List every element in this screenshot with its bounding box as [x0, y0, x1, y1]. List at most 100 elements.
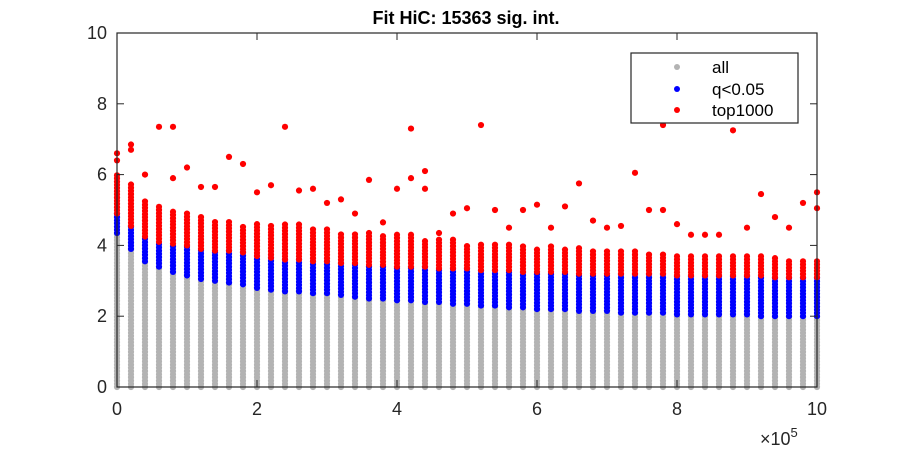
series-sig-stripe — [771, 274, 779, 320]
series-sig-stripe — [407, 265, 415, 304]
series-top-stripe — [211, 218, 219, 254]
data-point-outlier — [547, 224, 555, 231]
series-top-stripe — [239, 223, 247, 256]
series-all-stripe — [141, 259, 149, 391]
data-point-outlier — [771, 213, 779, 221]
data-point-outlier — [575, 180, 583, 187]
series-top-stripe — [197, 213, 205, 253]
data-point-outlier — [421, 185, 429, 192]
data-point-outlier — [715, 231, 723, 238]
series-sig-stripe — [659, 271, 667, 316]
series-all-stripe — [799, 313, 807, 391]
series-top-stripe — [645, 251, 653, 277]
series-sig-stripe — [169, 243, 177, 276]
x-tick-label: 4 — [392, 399, 402, 419]
series-top-stripe — [561, 246, 569, 276]
series-top — [113, 121, 821, 281]
data-point — [267, 222, 275, 230]
data-point-outlier — [519, 206, 527, 214]
data-point — [211, 218, 219, 226]
series-top-stripe — [225, 218, 233, 254]
legend-label-top: top1000 — [712, 101, 773, 120]
data-point — [701, 253, 709, 260]
data-point — [351, 231, 359, 238]
series-sig-stripe — [519, 269, 527, 311]
series-all-stripe — [183, 272, 191, 391]
data-point — [533, 246, 541, 253]
data-point — [673, 253, 681, 260]
series-sig-stripe — [141, 235, 149, 265]
data-point-outlier — [211, 183, 219, 191]
series-all-stripe — [575, 310, 583, 391]
series-top-stripe — [281, 221, 289, 263]
y-tick-label: 8 — [97, 94, 107, 114]
x-axis: 0 2 4 6 8 10 — [112, 33, 827, 419]
data-point-outlier — [295, 187, 303, 194]
series-all-stripe — [435, 301, 443, 391]
series-top-stripe — [351, 231, 359, 267]
data-point — [197, 213, 205, 221]
series-top-stripe — [687, 253, 695, 279]
x-tick-label: 0 — [112, 399, 122, 419]
series-all-stripe — [239, 281, 247, 391]
series-top-stripe — [799, 258, 807, 281]
series-sig-stripe — [631, 271, 639, 316]
series-top-stripe — [785, 258, 793, 281]
data-point-outlier — [169, 175, 177, 182]
series-all-stripe — [253, 285, 261, 391]
series-all-stripe — [365, 297, 373, 391]
data-point — [743, 253, 751, 260]
series-all-stripe — [211, 278, 219, 391]
series-sig-stripe — [351, 261, 359, 300]
x-multiplier: ×105 — [760, 425, 798, 449]
series-top-stripe — [673, 253, 681, 279]
data-point-outlier — [561, 203, 569, 210]
series-all-stripe — [561, 307, 569, 391]
data-point-outlier — [309, 185, 317, 192]
x-tick-label: 8 — [672, 399, 682, 419]
data-point — [729, 253, 737, 260]
series-sig-stripe — [561, 270, 569, 313]
series-top-stripe — [589, 248, 597, 277]
series-top-stripe — [463, 243, 471, 272]
series-all-stripe — [687, 313, 695, 391]
data-point — [687, 253, 695, 260]
series-top-stripe — [617, 248, 625, 277]
series-top-stripe — [505, 241, 513, 274]
series-all-stripe — [379, 297, 387, 391]
data-point-outlier — [435, 229, 443, 237]
data-point-outlier — [631, 169, 639, 176]
data-point — [589, 248, 597, 255]
data-point — [323, 226, 331, 233]
data-point-outlier — [659, 206, 667, 214]
legend-marker-sig — [674, 86, 680, 92]
data-point-outlier — [603, 224, 611, 231]
series-sig-stripe — [533, 270, 541, 313]
plot-area — [113, 121, 821, 391]
y-tick-label: 6 — [97, 165, 107, 185]
series-top-stripe — [575, 245, 583, 277]
data-point-outlier — [337, 196, 345, 203]
series-sig-stripe — [785, 274, 793, 320]
data-point-outlier — [757, 190, 765, 198]
data-point — [309, 226, 317, 233]
legend-label-sig: q<0.05 — [712, 80, 764, 99]
series-sig-stripe — [197, 247, 205, 283]
data-point — [295, 221, 303, 228]
data-point — [183, 210, 191, 217]
chart-title: Fit HiC: 15363 sig. int. — [372, 8, 559, 28]
data-point — [421, 238, 429, 245]
series-top-stripe — [743, 253, 751, 279]
series-sig-stripe — [211, 249, 219, 284]
series-sig-stripe — [687, 273, 695, 318]
data-point-outlier — [477, 121, 485, 129]
data-point-outlier — [365, 176, 373, 184]
series-all-stripe — [491, 304, 499, 391]
legend-marker-top — [674, 107, 680, 113]
series-top-stripe — [169, 208, 177, 247]
data-point-outlier — [687, 231, 695, 238]
data-point — [631, 248, 639, 255]
series-all-stripe — [477, 304, 485, 391]
series-all-stripe — [449, 301, 457, 391]
data-point — [463, 243, 471, 250]
